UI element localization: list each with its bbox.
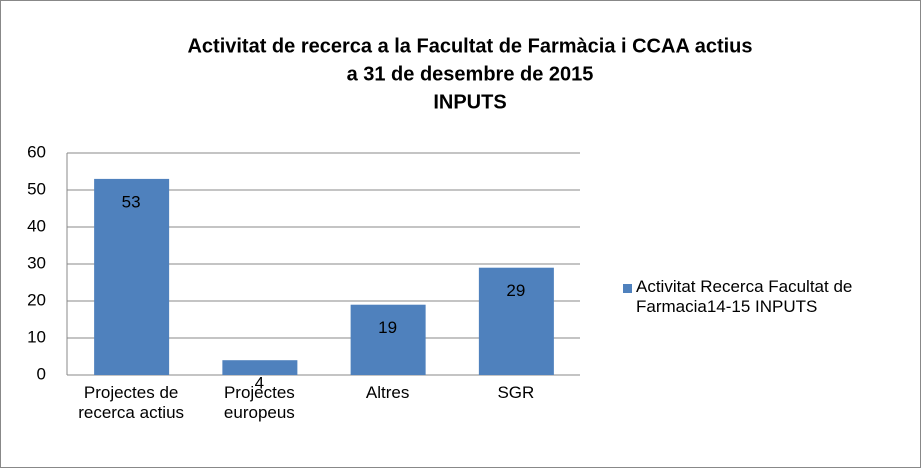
- data-label: 4: [255, 374, 264, 393]
- x-tick-label: Projectes europeus: [223, 383, 295, 422]
- y-tick-label: 40: [27, 216, 46, 235]
- x-tick-label: SGR: [497, 383, 535, 402]
- legend-swatch: [623, 284, 632, 293]
- y-tick-label: 10: [27, 327, 46, 346]
- x-tick-label-box: Altres: [365, 383, 410, 402]
- y-tick-label: 20: [27, 290, 46, 309]
- x-tick-label: Projectes de recerca actius: [78, 383, 185, 422]
- chart-title: Activitat de recerca a la Facultat de Fa…: [187, 35, 752, 57]
- legend-label-box: Activitat Recerca Facultat de Farmacia14…: [636, 277, 853, 316]
- chart-title: INPUTS: [433, 91, 506, 113]
- x-tick-label-box: Projectes de recerca actius: [78, 383, 185, 422]
- bar: [478, 267, 554, 375]
- x-tick-label: Altres: [365, 383, 410, 402]
- y-tick-label: 60: [27, 142, 46, 161]
- y-tick-label: 50: [27, 179, 46, 198]
- y-tick-label: 0: [37, 364, 46, 383]
- x-tick-label-box: SGR: [497, 383, 535, 402]
- y-tick-label: 30: [27, 253, 46, 272]
- bar: [222, 360, 298, 375]
- bar: [350, 304, 426, 375]
- data-label: 19: [378, 318, 397, 337]
- x-tick-label-box: Projectes europeus: [223, 383, 295, 422]
- legend-label: Activitat Recerca Facultat de Farmacia14…: [636, 277, 853, 316]
- data-label: 53: [122, 192, 141, 211]
- bar: [94, 178, 170, 375]
- data-label: 29: [506, 281, 525, 300]
- chart-title: a 31 de desembre de 2015: [347, 63, 594, 85]
